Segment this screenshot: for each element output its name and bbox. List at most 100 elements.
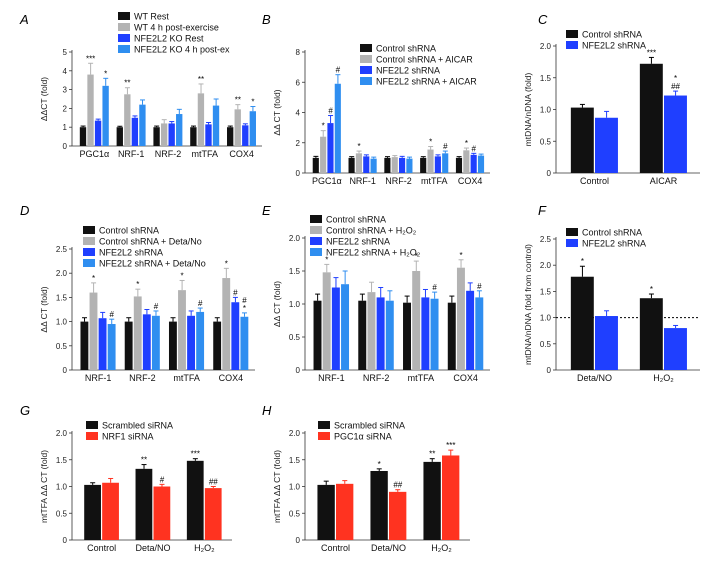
significance-label: ** bbox=[141, 456, 147, 465]
x-tick-label: NRF-1 bbox=[349, 176, 376, 186]
bar bbox=[231, 302, 240, 370]
legend-label: NFE2L2 shRNA + H₂O₂ bbox=[326, 248, 421, 258]
bar bbox=[322, 272, 331, 370]
significance-label: ** bbox=[124, 79, 130, 88]
bar bbox=[399, 157, 406, 173]
legend-swatch bbox=[118, 34, 130, 42]
significance-label: ** bbox=[235, 96, 241, 105]
significance-label: # bbox=[198, 299, 203, 308]
bar bbox=[570, 107, 594, 173]
bar bbox=[430, 298, 439, 370]
legend-label: Scrambled siRNA bbox=[102, 421, 173, 431]
y-tick-label: 0.5 bbox=[540, 137, 552, 146]
bar bbox=[455, 157, 463, 173]
x-tick-label: Control bbox=[580, 176, 609, 186]
bar bbox=[205, 124, 212, 146]
legend-swatch bbox=[310, 248, 322, 256]
legend-label: NFE2L2 shRNA + Deta/No bbox=[99, 259, 206, 269]
y-tick-label: 2.5 bbox=[56, 245, 68, 254]
legend-label: Control shRNA bbox=[582, 228, 642, 238]
significance-label: * bbox=[650, 285, 653, 294]
significance-label: * bbox=[674, 74, 677, 83]
bar bbox=[234, 109, 241, 146]
bar bbox=[116, 127, 123, 146]
legend-label: WT Rest bbox=[134, 12, 169, 22]
bar bbox=[240, 316, 249, 370]
x-tick-label: H₂O₂ bbox=[194, 543, 215, 553]
bar bbox=[370, 158, 377, 173]
bar bbox=[595, 117, 618, 173]
bar bbox=[403, 302, 412, 370]
significance-label: *** bbox=[647, 48, 656, 57]
legend-swatch bbox=[83, 226, 95, 234]
y-tick-label: 0.5 bbox=[56, 509, 68, 518]
significance-label: # bbox=[432, 283, 437, 292]
y-axis-label: mtDNA/nDNA (fold) bbox=[523, 72, 533, 146]
significance-label: * bbox=[181, 271, 184, 280]
bar bbox=[84, 484, 101, 540]
y-axis-label: ΔΔ CT (fold) bbox=[272, 89, 282, 135]
legend-swatch bbox=[310, 215, 322, 223]
y-tick-label: 2.0 bbox=[289, 234, 301, 243]
x-tick-label: NRF-1 bbox=[118, 149, 145, 159]
legend-swatch bbox=[310, 237, 322, 245]
significance-label: * bbox=[459, 251, 462, 260]
y-tick-label: 2.0 bbox=[540, 42, 552, 51]
legend-label: NRF1 siRNA bbox=[102, 432, 154, 442]
bar bbox=[341, 284, 350, 370]
y-tick-label: 0 bbox=[547, 366, 552, 375]
legend-label: NFE2L2 KO Rest bbox=[134, 34, 204, 44]
bar bbox=[79, 127, 87, 146]
legend-label: NFE2L2 shRNA bbox=[99, 248, 163, 258]
bar bbox=[391, 157, 398, 173]
bar bbox=[434, 156, 441, 173]
y-tick-label: 2.0 bbox=[56, 429, 68, 438]
y-tick-label: 2.0 bbox=[540, 261, 552, 270]
bar bbox=[466, 290, 475, 370]
x-tick-label: mtTFA bbox=[421, 176, 448, 186]
x-tick-label: H₂O₂ bbox=[431, 543, 452, 553]
y-tick-label: 4 bbox=[296, 109, 301, 118]
significance-label: * bbox=[581, 257, 584, 266]
legend-label: WT 4 h post-exercise bbox=[134, 23, 219, 33]
x-tick-label: NRF-2 bbox=[385, 176, 412, 186]
y-tick-label: 1.5 bbox=[56, 456, 68, 465]
significance-label: * bbox=[325, 255, 328, 264]
bar bbox=[336, 483, 354, 540]
x-tick-label: COX4 bbox=[458, 176, 483, 186]
bar bbox=[475, 297, 484, 370]
y-tick-label: 1.0 bbox=[56, 483, 68, 492]
significance-label: ## bbox=[209, 478, 218, 487]
x-tick-label: PGC1α bbox=[312, 176, 342, 186]
y-tick-label: 1.5 bbox=[56, 293, 68, 302]
significance-label: # bbox=[233, 288, 238, 297]
y-tick-label: 5 bbox=[63, 48, 68, 57]
bar bbox=[334, 83, 341, 173]
y-axis-label: mtTFA ΔΔ CT (fold) bbox=[272, 450, 282, 523]
legend-swatch bbox=[318, 432, 330, 440]
y-tick-label: 1.0 bbox=[289, 483, 301, 492]
bar bbox=[456, 267, 465, 370]
bar bbox=[355, 153, 362, 173]
significance-label: # bbox=[242, 296, 247, 305]
legend-label: Control shRNA bbox=[99, 226, 159, 236]
bar bbox=[412, 271, 421, 370]
bar bbox=[102, 85, 109, 146]
legend-swatch bbox=[83, 259, 95, 267]
legend-label: NFE2L2 KO 4 h post-ex bbox=[134, 45, 230, 55]
y-tick-label: 1 bbox=[63, 123, 68, 132]
y-tick-label: 1.5 bbox=[289, 456, 301, 465]
bar bbox=[168, 123, 175, 146]
panel-d: D00.51.01.52.02.5ΔΔ CT (fold)*#NRF-1*#NR… bbox=[20, 203, 255, 383]
legend-swatch bbox=[118, 45, 130, 53]
bar bbox=[348, 157, 355, 173]
significance-label: ** bbox=[429, 450, 435, 459]
panel-label: H bbox=[262, 403, 272, 418]
significance-label: # bbox=[110, 310, 115, 319]
x-tick-label: NRF-2 bbox=[129, 373, 156, 383]
x-tick-label: NRF-2 bbox=[363, 373, 390, 383]
legend-swatch bbox=[566, 41, 578, 49]
bar bbox=[639, 63, 663, 173]
